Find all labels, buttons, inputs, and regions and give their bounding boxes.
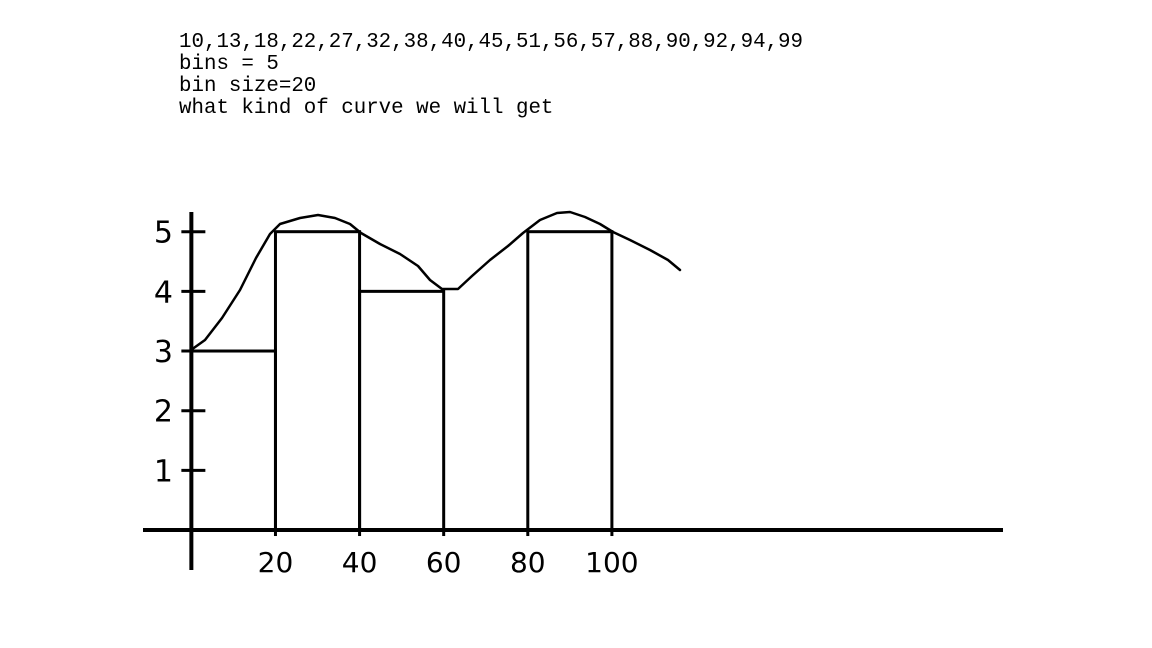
x-tick-label: 60 — [426, 546, 462, 579]
x-tick-label: 20 — [258, 546, 294, 579]
x-tick-label: 40 — [342, 546, 378, 579]
y-tick-label: 2 — [154, 395, 173, 430]
note-line: bins = 5 — [179, 53, 279, 76]
bar — [358, 289, 446, 532]
note-line: 10,13,18,22,27,32,38,40,45,51,56,57,88,9… — [179, 31, 803, 54]
x-tick-label: 80 — [510, 546, 546, 579]
bar — [526, 230, 614, 532]
note-line: bin size=20 — [179, 75, 316, 98]
hand-drawn-curve — [189, 210, 682, 352]
y-tick-label: 5 — [154, 216, 173, 251]
x-tick-label: 100 — [585, 546, 638, 579]
y-tick-label: 1 — [154, 454, 173, 489]
note-line: what kind of curve we will get — [179, 97, 553, 120]
y-tick-label: 3 — [154, 335, 173, 370]
y-tick-label: 4 — [154, 275, 173, 310]
